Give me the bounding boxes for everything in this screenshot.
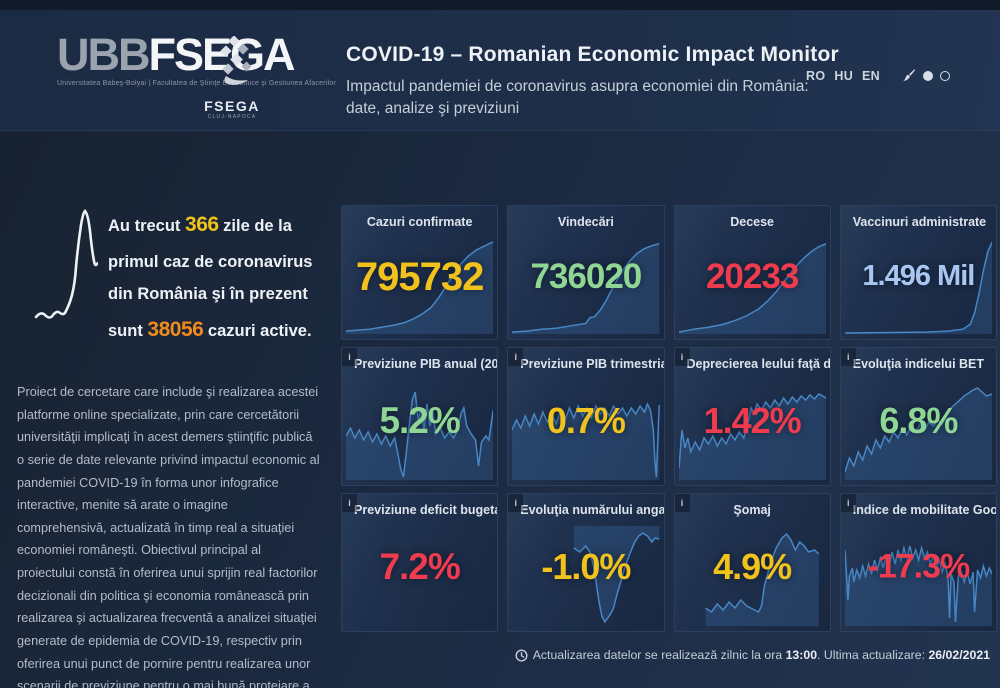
sparkline-chart — [512, 238, 660, 334]
sparkline-chart — [844, 238, 992, 334]
sparkline-chart — [346, 380, 494, 480]
info-icon[interactable]: i — [508, 348, 524, 366]
sparkline-chart — [679, 526, 826, 626]
kpi-card[interactable]: Cazuri confirmate 795732 — [341, 205, 499, 340]
cards-grid: Cazuri confirmate 795732 Vindecări 73602… — [341, 205, 997, 632]
sparkline-chart — [678, 380, 826, 480]
sparkline-chart — [512, 526, 660, 626]
info-icon[interactable]: i — [342, 348, 357, 366]
kpi-card[interactable]: Decese 20233 — [673, 205, 831, 340]
footer: Actualizarea datelor se realizează zilni… — [515, 648, 990, 662]
card-title: Deprecierea leului faţă de e... — [686, 357, 830, 371]
kpi-card[interactable]: i Şomaj 4.9% — [673, 493, 831, 632]
logo-text: UBBFSEGA — [57, 32, 336, 77]
project-description: Proiect de cercetare care include şi rea… — [17, 385, 320, 688]
card-title: Vaccinuri administrate — [852, 215, 987, 229]
page-title: COVID-19 – Romanian Economic Impact Moni… — [346, 43, 839, 66]
kpi-card[interactable]: i Previziune deficit bugetar a... 7.2% — [341, 493, 499, 632]
card-value: -17.3% — [867, 547, 971, 586]
kpi-card[interactable]: i Indice de mobilitate Google -17.3% — [839, 493, 997, 632]
card-title: Evoluţia numărului angajaţil... — [520, 503, 663, 517]
sparkline-chart — [512, 380, 660, 480]
epidemic-curve-icon — [34, 209, 98, 319]
card-title: Şomaj — [733, 503, 771, 517]
fsega-emblem-icon — [220, 35, 252, 85]
kpi-card[interactable]: i Evoluţia numărului angajaţil... -1.0% — [507, 493, 665, 632]
sparkline-chart — [844, 380, 992, 480]
info-icon[interactable]: i — [508, 494, 524, 512]
info-icon[interactable]: i — [840, 494, 856, 512]
emblem-sub: CLUJ-NAPOCA — [207, 114, 257, 120]
theme-light-dot[interactable] — [940, 70, 950, 81]
intro-t2: zile de la primul caz de coronavirus din… — [108, 217, 313, 341]
title-block: COVID-19 – Romanian Economic Impact Moni… — [346, 43, 856, 119]
info-icon[interactable]: i — [674, 348, 690, 366]
card-value: 4.9% — [713, 546, 792, 588]
card-value: 5.2% — [379, 400, 460, 442]
kpi-card[interactable]: i Previziune PIB anual (2021) 5.2% — [341, 347, 499, 486]
top-strip — [0, 0, 1000, 10]
theme-dark-dot[interactable] — [923, 70, 933, 81]
sparkline-chart — [844, 526, 992, 626]
card-value: 20233 — [705, 257, 799, 297]
logo: UBBFSEGA Universitatea Babeş-Bolyai | Fa… — [57, 32, 336, 87]
header-controls: RO HU EN — [806, 68, 950, 83]
info-icon[interactable]: i — [674, 494, 690, 512]
card-value: 736020 — [530, 257, 642, 297]
update-date: 26/02/2021 — [928, 648, 990, 662]
fsega-emblem: FSEGA CLUJ-NAPOCA — [196, 35, 268, 120]
sparkline-chart — [678, 238, 826, 334]
card-title: Vindecări — [557, 215, 614, 229]
lang-hu[interactable]: HU — [834, 68, 854, 83]
card-value: 6.8% — [879, 400, 958, 442]
card-title: Previziune PIB trimestrial (Q... — [520, 357, 663, 371]
card-title: Cazuri confirmate — [366, 215, 473, 229]
sparkline-chart — [346, 238, 494, 334]
card-value: 795732 — [355, 254, 484, 299]
card-title: Previziune deficit bugetar a... — [354, 503, 497, 517]
info-icon[interactable]: i — [342, 494, 357, 512]
footer-t2: . Ultima actualizare: — [817, 648, 929, 662]
card-title: Evoluţia indicelui BET — [852, 357, 985, 371]
card-title: Previziune PIB anual (2021) — [354, 357, 498, 371]
kpi-card[interactable]: i Deprecierea leului faţă de e... 1.42% — [673, 347, 831, 486]
card-title: Indice de mobilitate Google — [852, 503, 996, 517]
header: UBBFSEGA Universitatea Babeş-Bolyai | Fa… — [0, 10, 1000, 131]
clock-icon — [515, 648, 528, 662]
emblem-name: FSEGA — [204, 98, 260, 114]
kpi-card[interactable]: i Previziune PIB trimestrial (Q... 0.7% — [507, 347, 665, 486]
logo-ubb: UBB — [57, 29, 150, 80]
card-value: -1.0% — [541, 546, 631, 588]
page-subtitle: Impactul pandemiei de coronavirus asupra… — [346, 78, 809, 117]
footer-t1: Actualizarea datelor se realizează zilni… — [532, 648, 786, 662]
card-value: 1.42% — [703, 400, 802, 442]
intro-t1: Au trecut — [108, 217, 186, 235]
card-value: 0.7% — [546, 400, 626, 442]
card-title: Decese — [730, 215, 775, 229]
active-cases-count: 38056 — [147, 318, 204, 342]
lang-en[interactable]: EN — [862, 68, 880, 83]
kpi-card[interactable]: i Evoluţia indicelui BET 6.8% — [839, 347, 997, 486]
brush-icon[interactable] — [901, 68, 916, 83]
lang-ro[interactable]: RO — [806, 68, 826, 83]
info-icon[interactable]: i — [840, 348, 856, 366]
intro-t3: cazuri active. — [203, 322, 312, 341]
intro-row: Au trecut 366 zile de la primul caz de c… — [34, 205, 338, 351]
days-count: 366 — [185, 213, 219, 236]
logo-tagline: Universitatea Babeş-Bolyai | Facultatea … — [57, 80, 336, 87]
intro-text: Au trecut 366 zile de la primul caz de c… — [108, 205, 338, 351]
update-time: 13:00 — [785, 648, 818, 662]
sidebar: Au trecut 366 zile de la primul caz de c… — [0, 131, 338, 688]
footer-text: Actualizarea datelor se realizează zilni… — [533, 648, 990, 662]
kpi-card[interactable]: Vindecări 736020 — [507, 205, 665, 340]
card-value: 7.2% — [379, 546, 460, 588]
logo-fsega: FSEGA — [148, 29, 296, 80]
card-value: 1.496 Mil — [862, 260, 975, 293]
kpi-card[interactable]: Vaccinuri administrate 1.496 Mil — [839, 205, 997, 340]
